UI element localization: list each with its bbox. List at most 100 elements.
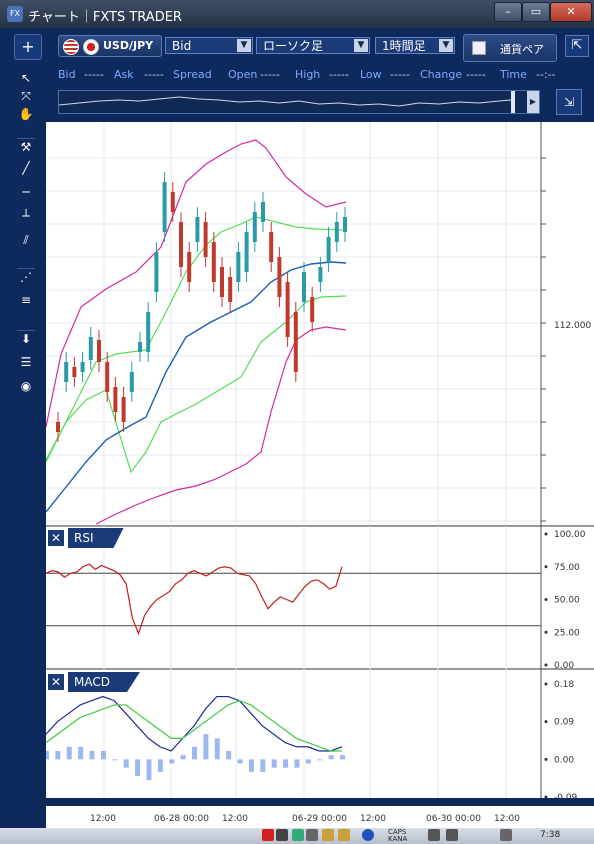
open-value: ----- bbox=[260, 68, 280, 81]
hammer-tool-icon[interactable]: ⚒ bbox=[17, 138, 35, 156]
macd-histogram-bar bbox=[78, 746, 84, 760]
candle-body bbox=[56, 422, 60, 432]
kana-indicator: KANA bbox=[388, 835, 408, 843]
high-label: High bbox=[295, 68, 321, 81]
fibonacci-icon[interactable]: ≡ bbox=[20, 293, 32, 307]
timeframe-select[interactable]: 1時間足 ▼ bbox=[375, 37, 455, 54]
crosshair-pointer-icon[interactable]: ⤧ bbox=[21, 89, 31, 103]
maximize-button[interactable]: ▭ bbox=[522, 2, 550, 22]
rsi-tick-dot bbox=[544, 565, 548, 569]
download-icon[interactable]: ⬇ bbox=[17, 330, 35, 348]
scroll-right-icon[interactable]: ▶ bbox=[527, 91, 539, 113]
currency-pair-checkbox[interactable] bbox=[472, 41, 486, 55]
close-rsi-icon[interactable]: ✕ bbox=[48, 530, 64, 546]
chevron-down-icon: ▼ bbox=[237, 39, 251, 52]
moving-average-line bbox=[45, 261, 347, 513]
camera-icon[interactable]: ◉ bbox=[20, 379, 32, 393]
candle-body bbox=[146, 312, 151, 352]
candle-body bbox=[310, 297, 315, 322]
rsi-tick-label: 0.00 bbox=[554, 661, 574, 671]
currency-pair-label: 通貨ペア bbox=[500, 43, 544, 56]
macd-histogram-bar bbox=[294, 759, 300, 768]
macd-histogram-bar bbox=[146, 759, 152, 781]
close-window-button[interactable]: ✕ bbox=[550, 2, 592, 22]
high-value: ----- bbox=[329, 68, 349, 81]
tray-check-icon[interactable] bbox=[292, 829, 304, 841]
candle-body bbox=[244, 232, 249, 272]
candle-body bbox=[105, 362, 110, 392]
candle-body bbox=[187, 252, 192, 282]
vertical-line-icon[interactable]: ┴ bbox=[22, 209, 30, 223]
title-bar: FX チャート｜FXTS TRADER – ▭ ✕ bbox=[0, 0, 594, 28]
fan-lines-icon[interactable]: ⋰ bbox=[17, 268, 35, 286]
chevron-down-icon: ▼ bbox=[439, 39, 453, 52]
range-handle[interactable] bbox=[511, 91, 515, 113]
price-type-select[interactable]: Bid ▼ bbox=[165, 37, 253, 54]
rsi-title: RSI bbox=[68, 528, 124, 548]
macd-histogram-bar bbox=[180, 755, 186, 760]
rsi-tick-dot bbox=[544, 532, 548, 536]
jp-flag-icon bbox=[83, 39, 99, 55]
candle-body bbox=[318, 267, 323, 282]
close-macd-icon[interactable]: ✕ bbox=[48, 674, 64, 690]
trend-line-icon[interactable]: ╱ bbox=[22, 161, 30, 175]
symbol-selector[interactable]: USD/JPY bbox=[58, 35, 162, 57]
list-icon[interactable]: ☰ bbox=[20, 355, 32, 369]
parallel-lines-icon[interactable]: ⫽ bbox=[23, 233, 29, 247]
macd-histogram-bar bbox=[340, 755, 345, 760]
tray-app-icon[interactable] bbox=[276, 829, 288, 841]
time-axis-label: 12:00 bbox=[360, 814, 386, 824]
link-chart-icon[interactable]: ⇲ bbox=[556, 89, 582, 115]
taskbar-clock: 7:38 bbox=[540, 830, 561, 840]
candle-body bbox=[121, 397, 126, 422]
help-icon[interactable] bbox=[362, 829, 374, 841]
candle-body bbox=[261, 202, 265, 222]
macd-histogram-bar bbox=[237, 759, 243, 764]
bb-inner-lower-line bbox=[45, 295, 347, 474]
tray-folder-icon[interactable] bbox=[322, 829, 334, 841]
macd-histogram-bar bbox=[157, 759, 163, 772]
ime-icon[interactable] bbox=[446, 829, 458, 841]
chart-canvas[interactable]: 112.000 100.00 75.00 50.00 25.00 0.00 0.18 0.… bbox=[44, 122, 594, 803]
macd-histogram-bar bbox=[317, 759, 323, 761]
collapse-arrow-icon[interactable]: ⇱ bbox=[565, 35, 589, 57]
rsi-tick-label: 50.00 bbox=[554, 596, 580, 606]
candle-body bbox=[334, 222, 339, 242]
macd-histogram-bar bbox=[89, 750, 95, 760]
horizontal-line-icon[interactable]: ─ bbox=[22, 185, 30, 199]
macd-histogram-bar bbox=[169, 759, 175, 764]
candle-body bbox=[277, 257, 282, 297]
macd-histogram-bar bbox=[214, 738, 220, 760]
chart-panel[interactable]: 112.000 100.00 75.00 50.00 25.00 0.00 0.18 0.… bbox=[44, 122, 594, 803]
time-axis-label: 12:00 bbox=[90, 814, 116, 824]
rsi-polyline bbox=[45, 563, 343, 636]
taskbar: CAPS KANA 7:38 bbox=[0, 828, 594, 844]
macd-histogram-bar bbox=[260, 759, 266, 772]
candle-body bbox=[129, 372, 134, 392]
alert-icon[interactable] bbox=[262, 829, 274, 841]
bid-value: ----- bbox=[84, 68, 104, 81]
time-label: Time bbox=[500, 68, 527, 81]
range-scroller[interactable]: ▶ bbox=[58, 90, 540, 114]
macd-histogram-bar bbox=[226, 750, 232, 760]
chart-bottom-border bbox=[46, 798, 594, 802]
minimize-button[interactable]: – bbox=[494, 2, 522, 22]
pointer-tool-icon[interactable]: ↖ bbox=[20, 71, 32, 85]
chart-type-select[interactable]: ローソク足 ▼ bbox=[256, 37, 370, 54]
candle-body bbox=[252, 212, 257, 242]
time-axis-label: 06-29 00:00 bbox=[292, 814, 347, 824]
chart-toolbar: + USD/JPY Bid ▼ ローソク足 ▼ 1時間足 ▼ 通貨ペア ⇱ bbox=[0, 28, 594, 64]
add-chart-button[interactable]: + bbox=[14, 34, 42, 60]
macd-histogram-bar bbox=[283, 759, 289, 768]
macd-histogram-bar bbox=[44, 750, 49, 760]
tray-pen-icon[interactable] bbox=[306, 829, 318, 841]
change-value: ----- bbox=[466, 68, 486, 81]
speaker-icon[interactable] bbox=[500, 829, 512, 841]
macd-histogram-bar bbox=[328, 755, 334, 760]
currency-pair-tab[interactable]: 通貨ペア bbox=[463, 34, 557, 62]
tray-folder2-icon[interactable] bbox=[338, 829, 350, 841]
quote-bar: Bid ----- Ask ----- Spread Open ----- Hi… bbox=[46, 64, 594, 122]
network-icon[interactable] bbox=[428, 829, 440, 841]
hand-pan-icon[interactable]: ✋ bbox=[18, 107, 34, 121]
macd-histogram-bar bbox=[66, 746, 72, 760]
